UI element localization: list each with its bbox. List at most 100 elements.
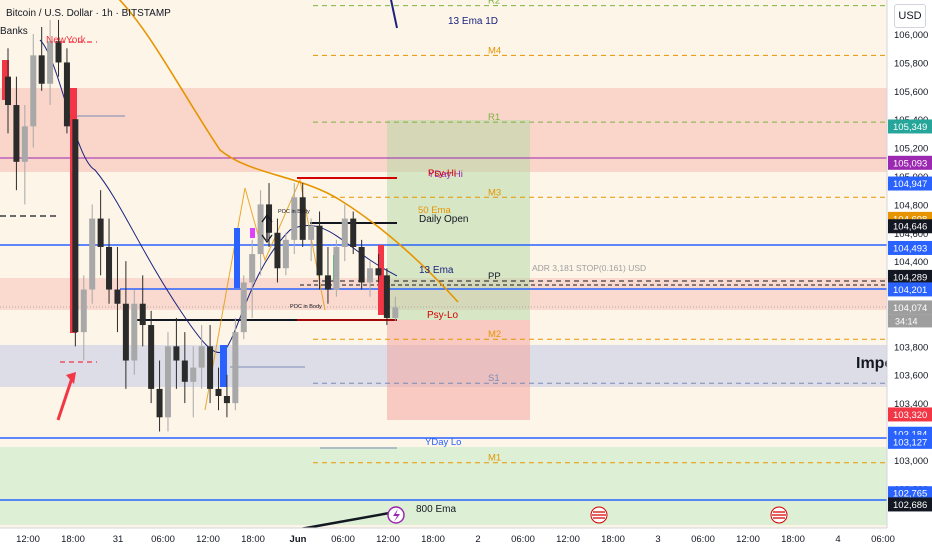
candles [5, 19, 399, 432]
candle-body [223, 396, 230, 404]
price-axis-labels: 105,349105,093104,947104,698104,646104,4… [888, 119, 932, 512]
time-tick-label: 31 [113, 534, 124, 545]
candle-body [383, 275, 390, 318]
annotation-label: ADR 3,181 STOP(0.161) USD [532, 263, 646, 273]
time-tick-label: 06:00 [691, 534, 715, 545]
candle-body [173, 346, 180, 361]
time-tick-label: Jun [290, 534, 307, 545]
arrow-head-icon [66, 372, 76, 384]
candle-body [190, 367, 197, 382]
price-label: 103,184 [893, 429, 927, 440]
price-label: 104,289 [893, 272, 927, 283]
price-tick-label: 103,800 [894, 342, 928, 353]
lightning-glyph-icon [393, 509, 400, 522]
zigzag-path [204, 178, 326, 411]
ema-13-1d-curve [390, 0, 398, 29]
candle-body [5, 76, 11, 106]
annotation-label: 13 Ema [419, 265, 454, 276]
candle-body [38, 55, 45, 84]
price-label: 104,201 [893, 285, 927, 296]
horizontal-lines [0, 41, 887, 501]
price-tick-label: 103,400 [894, 399, 928, 410]
countdown-label: 34:14 [895, 316, 918, 326]
candle-body [164, 346, 171, 418]
time-tick-label: 18:00 [421, 534, 445, 545]
candle-body [198, 346, 205, 368]
up-arrow-icon [56, 377, 74, 421]
double-arrow-icon [261, 213, 273, 244]
price-label-box [888, 407, 932, 422]
price-tick-label: 105,600 [894, 87, 928, 98]
candle-body [316, 225, 323, 276]
target-box [387, 120, 530, 320]
price-label-box [888, 269, 932, 284]
time-tick-label: 12:00 [736, 534, 760, 545]
stop-box [387, 320, 530, 420]
candle-body [80, 289, 87, 333]
time-tick-label: 4 [835, 534, 840, 545]
price-tick-label: 103,600 [894, 371, 928, 382]
candle-body [63, 62, 70, 127]
candle-body [240, 282, 247, 333]
candle-body [47, 41, 54, 84]
price-label: 102,686 [893, 500, 927, 511]
candle-body [89, 218, 96, 290]
session-label-banks: Banks [0, 26, 28, 37]
price-label-box [888, 176, 932, 191]
annotation-label: POC in Body [290, 304, 322, 310]
price-tick-label: 104,800 [894, 200, 928, 211]
price-label: 104,074 [893, 303, 927, 314]
candle-body [30, 55, 37, 127]
price-label-box [888, 434, 932, 449]
price-label-box [888, 240, 932, 255]
candle-body [21, 126, 28, 162]
currency-button[interactable]: USD [894, 4, 926, 28]
time-tick-label: 06:00 [511, 534, 535, 545]
candle-body [139, 303, 146, 326]
time-axis[interactable] [0, 528, 887, 550]
pivot-level-label: R1 [488, 112, 500, 123]
price-label: 102,765 [893, 489, 927, 500]
candle-body [324, 275, 331, 290]
candle-body [114, 289, 121, 304]
price-label: 103,320 [893, 410, 927, 421]
price-label-box [888, 119, 932, 134]
annotation-label: YDay Lo [425, 437, 461, 448]
time-axis-ticks: 12:00 18:00 31 06:00 12:00 18:00 Jun 06:00 12:00… [16, 534, 895, 545]
candle-body [97, 218, 104, 247]
annotation-label: YDay Hi [428, 169, 463, 180]
pivot-level-label: PP [488, 271, 501, 282]
price-label-box [888, 282, 932, 297]
price-label-box [888, 300, 932, 315]
time-tick-label: 12:00 [556, 534, 580, 545]
price-tick-label: 106,000 [894, 30, 928, 41]
highlight-bar [220, 345, 227, 387]
candle-body [148, 325, 155, 389]
highlight-bar [378, 245, 384, 315]
price-tick-label: 104,600 [894, 229, 928, 240]
demand-zone [0, 447, 887, 525]
candle-body [131, 303, 138, 361]
price-label: 104,493 [893, 243, 927, 254]
candle-body [257, 204, 264, 255]
time-tick-label: 12:00 [376, 534, 400, 545]
flag-stripes-icon [772, 511, 786, 519]
price-label-box [888, 486, 932, 501]
price-label-box [888, 497, 932, 512]
annotation-label: Impo [856, 355, 894, 372]
time-tick-label: 2 [475, 534, 480, 545]
candle-body [308, 225, 315, 240]
pivot-level-label: S1 [488, 373, 500, 384]
candle-body [181, 360, 188, 382]
countdown-box [888, 314, 932, 328]
annotation-label: 50 Ema [418, 205, 451, 216]
annotation-label: 13 Ema 1D [448, 16, 498, 27]
ema-50-curve [118, 0, 459, 303]
candle-body [72, 119, 79, 333]
price-tick-label: 104,400 [894, 257, 928, 268]
price-label: 104,947 [893, 179, 927, 190]
highlight-bar [234, 228, 240, 288]
pivot-level-label: M3 [488, 187, 501, 198]
